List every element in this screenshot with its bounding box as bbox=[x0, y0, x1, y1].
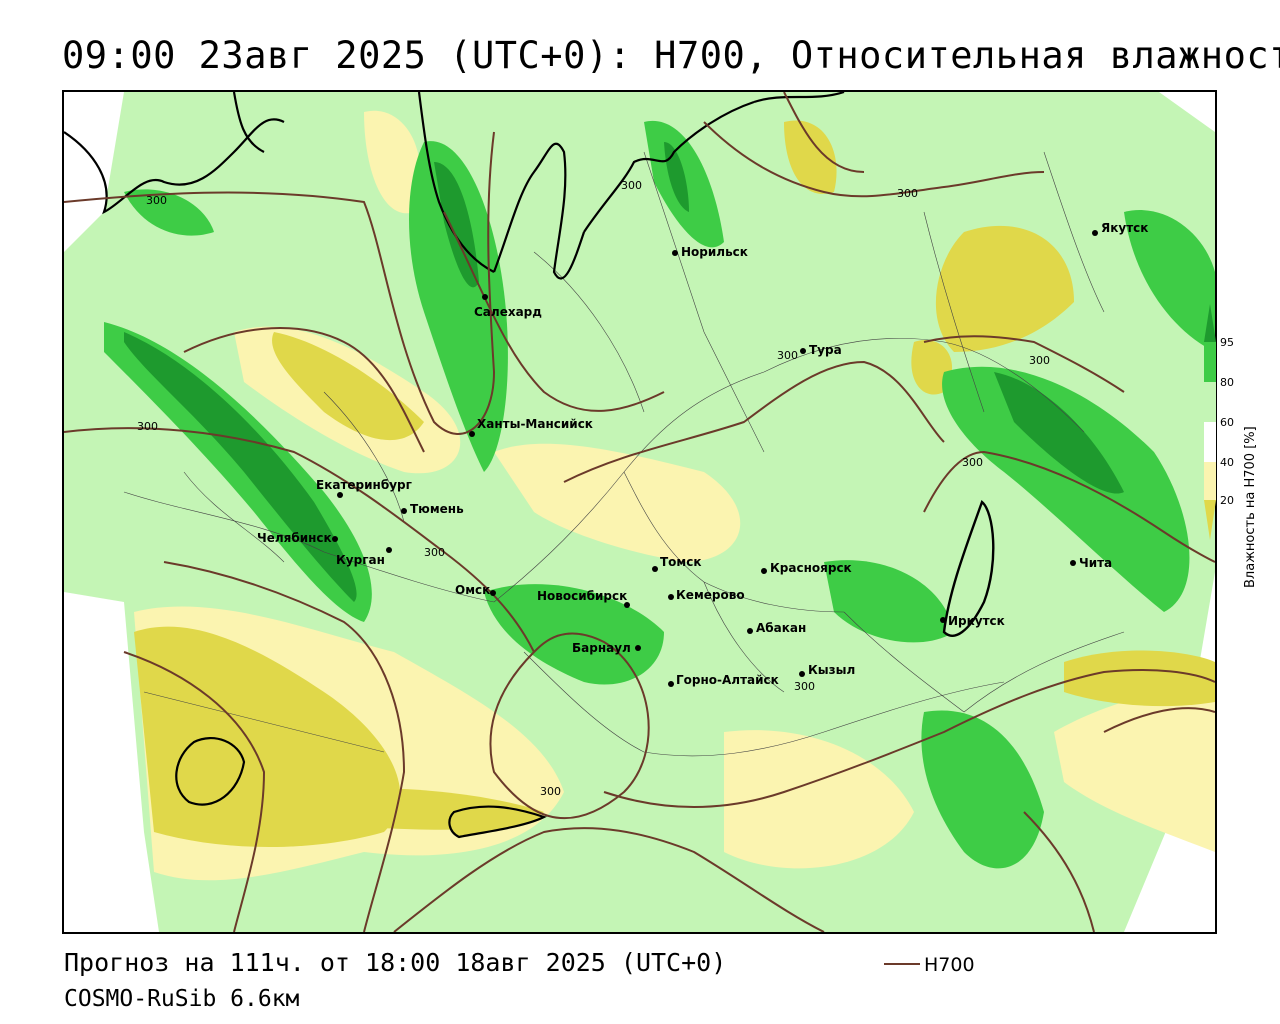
city-label-novosibirsk: Новосибирск bbox=[537, 589, 627, 603]
city-label-yakutsk: Якутск bbox=[1101, 221, 1148, 235]
wet-zone-yakutia bbox=[1124, 210, 1215, 352]
city-label-gorno-altaysk: Горно-Алтайск bbox=[676, 673, 779, 687]
city-label-kurgan: Курган bbox=[336, 553, 385, 567]
dry-zone-southeast bbox=[1054, 688, 1215, 852]
lake-baikal bbox=[942, 499, 995, 637]
colorbar-segment-40-60 bbox=[1204, 422, 1216, 462]
city-label-chita: Чита bbox=[1079, 556, 1112, 570]
colorbar-segment-20-40 bbox=[1204, 462, 1216, 500]
city-dot-kemerovo bbox=[668, 594, 674, 600]
very-dry-zone-northeast bbox=[935, 225, 1074, 352]
city-label-kemerovo: Кемерово bbox=[676, 588, 745, 602]
colorbar-top-arrow bbox=[1204, 304, 1216, 342]
contour-label: 300 bbox=[962, 456, 983, 469]
very-wet-core-yamal bbox=[434, 162, 479, 288]
city-dot-norilsk bbox=[672, 250, 678, 256]
city-label-yekaterinburg: Екатеринбург bbox=[316, 478, 412, 492]
city-dot-abakan bbox=[747, 628, 753, 634]
model-name: COSMO-RuSib 6.6км bbox=[64, 986, 300, 1012]
contour-legend-label: H700 bbox=[924, 954, 975, 976]
city-dot-khanty-mansiysk bbox=[469, 431, 475, 437]
city-label-kyzyl: Кызыл bbox=[808, 663, 855, 677]
map-title: 09:00 23авг 2025 (UTC+0): H700, Относите… bbox=[62, 34, 1280, 77]
colorbar-segment-60-80 bbox=[1204, 382, 1216, 422]
contour-label: 300 bbox=[146, 194, 167, 207]
colorbar-tick: 60 bbox=[1220, 416, 1234, 429]
city-label-tomsk: Томск bbox=[660, 555, 702, 569]
map-canvas: 300 300 300 300 300 300 300 300 300 300 … bbox=[64, 92, 1215, 932]
city-dot-yekaterinburg bbox=[337, 492, 343, 498]
colorbar-tick: 95 bbox=[1220, 336, 1234, 349]
city-dot-salekhard bbox=[482, 294, 488, 300]
city-dot-barnaul bbox=[635, 645, 641, 651]
colorbar-tick: 80 bbox=[1220, 376, 1234, 389]
dry-zone-south bbox=[724, 730, 914, 869]
city-dot-chelyabinsk bbox=[332, 536, 338, 542]
contour-labels: 300 300 300 300 300 300 300 300 300 300 bbox=[137, 179, 1050, 798]
contour-label: 300 bbox=[137, 420, 158, 433]
wet-zone-east bbox=[942, 366, 1190, 612]
outside-domain-left bbox=[64, 592, 159, 932]
contour-label: 300 bbox=[1029, 354, 1050, 367]
very-wet-core-east bbox=[994, 372, 1124, 494]
contour-label: 300 bbox=[794, 680, 815, 693]
lake-west bbox=[175, 737, 246, 806]
admin-borders bbox=[123, 151, 1125, 757]
contour-label: 300 bbox=[897, 187, 918, 200]
dry-zone-central bbox=[494, 443, 741, 562]
city-label-abakan: Абакан bbox=[756, 621, 806, 635]
city-dot-kyzyl bbox=[799, 671, 805, 677]
contour-label: 300 bbox=[777, 349, 798, 362]
city-markers: Якутск Норильск Салехард Тура Ханты-Манс… bbox=[257, 221, 1148, 687]
very-dry-zone-southeast bbox=[1064, 650, 1215, 707]
wet-band-yamal bbox=[409, 141, 508, 472]
outside-domain-top-left bbox=[64, 92, 124, 252]
colorbar-tick: 20 bbox=[1220, 494, 1234, 507]
wet-zone-baikal-south bbox=[921, 710, 1044, 869]
contour-legend-line bbox=[884, 963, 920, 965]
very-wet-core-ural bbox=[124, 332, 357, 602]
city-dot-kurgan bbox=[386, 547, 392, 553]
contour-label: 300 bbox=[424, 546, 445, 559]
contour-label: 300 bbox=[621, 179, 642, 192]
city-label-salekhard: Салехард bbox=[474, 305, 542, 319]
city-label-irkutsk: Иркутск bbox=[948, 614, 1005, 628]
city-dot-tura bbox=[800, 348, 806, 354]
city-label-omsk: Омск bbox=[455, 583, 490, 597]
city-label-chelyabinsk: Челябинск bbox=[257, 531, 332, 545]
h700-contours bbox=[64, 92, 1215, 932]
dry-zone-north bbox=[364, 110, 421, 214]
colorbar-title: Влажность на H700 [%] bbox=[1243, 426, 1258, 588]
city-label-tyumen: Тюмень bbox=[410, 502, 464, 516]
wet-zone-northwest bbox=[124, 189, 214, 236]
city-dot-tomsk bbox=[652, 566, 658, 572]
city-label-barnaul: Барнаул bbox=[572, 641, 631, 655]
city-dot-gorno-altaysk bbox=[668, 681, 674, 687]
contour-label: 300 bbox=[540, 785, 561, 798]
colorbar-tick: 40 bbox=[1220, 456, 1234, 469]
city-dot-krasnoyarsk bbox=[761, 568, 767, 574]
city-label-khanty-mansiysk: Ханты-Мансийск bbox=[477, 417, 593, 431]
lake-balkhash bbox=[448, 805, 547, 839]
city-dot-irkutsk bbox=[940, 617, 946, 623]
very-wet-core-taimyr bbox=[664, 142, 689, 212]
city-dot-yakutsk bbox=[1092, 230, 1098, 236]
city-dot-chita bbox=[1070, 560, 1076, 566]
city-dot-novosibirsk bbox=[624, 602, 630, 608]
very-dry-zone-east bbox=[911, 340, 953, 395]
city-dot-tyumen bbox=[401, 508, 407, 514]
forecast-map: 300 300 300 300 300 300 300 300 300 300 … bbox=[62, 90, 1217, 934]
very-dry-zone-taimyr bbox=[784, 120, 837, 194]
wet-zone-krasnoyarsk bbox=[824, 560, 954, 643]
colorbar-bottom-arrow bbox=[1204, 500, 1216, 540]
city-label-tura: Тура bbox=[809, 343, 842, 357]
humidity-colorbar: 95 80 60 40 20 Влажность на H700 [%] bbox=[1204, 304, 1258, 588]
city-label-krasnoyarsk: Красноярск bbox=[770, 561, 852, 575]
colorbar-segment-80-95 bbox=[1204, 342, 1216, 382]
coastline bbox=[64, 92, 845, 280]
forecast-info: Прогноз на 111ч. от 18:00 18авг 2025 (UT… bbox=[64, 948, 727, 977]
very-dry-zone-ural-core bbox=[272, 332, 424, 441]
city-dot-omsk bbox=[490, 590, 496, 596]
city-label-norilsk: Норильск bbox=[681, 245, 748, 259]
